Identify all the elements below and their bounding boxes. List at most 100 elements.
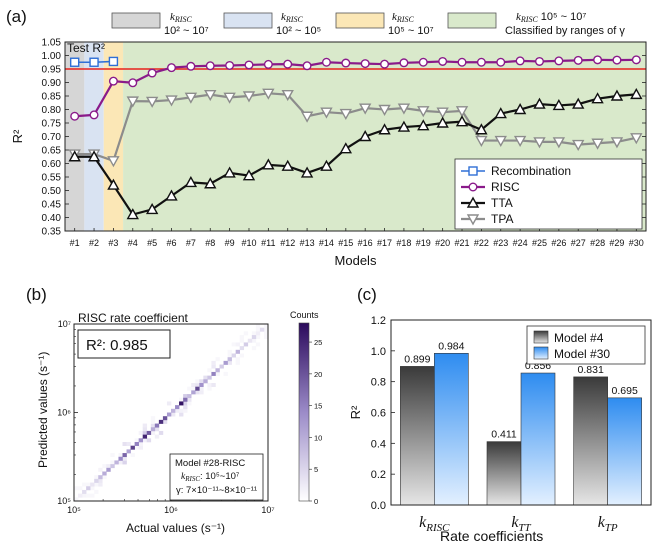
- point-tta: [417, 119, 430, 131]
- heatmap-cell: [187, 394, 192, 399]
- x-tick-label: #17: [377, 238, 392, 248]
- heatmap-cell: [118, 453, 123, 458]
- heatmap-cell: [227, 357, 232, 362]
- heatmap-cell: [203, 375, 208, 380]
- category-subscript: TT: [518, 522, 531, 534]
- x-tick-label: #1: [70, 238, 80, 248]
- point-risc: [360, 59, 370, 69]
- point-tpa: [397, 103, 411, 115]
- y-tick-label: 0.80: [42, 105, 62, 116]
- point-tpa: [572, 139, 585, 152]
- point-tta: [300, 166, 314, 178]
- point-tta: [436, 116, 449, 128]
- point-tta: [204, 177, 217, 189]
- x-tick-label: #6: [167, 238, 177, 248]
- point-risc: [496, 57, 506, 67]
- x-tick-label: #5: [147, 238, 157, 248]
- y-tick-label: 0.70: [42, 132, 62, 143]
- point-tpa: [107, 156, 120, 168]
- heatmap-cell: [86, 493, 91, 498]
- point-tpa: [494, 135, 507, 147]
- heatmap-cell: [138, 438, 144, 443]
- point-risc: [108, 76, 118, 86]
- y-tick-label: 1.05: [42, 38, 62, 49]
- point-risc: [457, 57, 467, 67]
- x-tick-label: #16: [358, 238, 373, 248]
- inset-label: Test R²: [67, 41, 105, 55]
- heatmap-cell: [138, 430, 144, 435]
- heatmap-cell: [187, 401, 192, 406]
- heatmap-cell: [199, 390, 204, 395]
- series-legend-marker: [468, 166, 478, 176]
- point-tpa: [184, 92, 198, 104]
- x-tick-label: #22: [474, 238, 489, 248]
- heatmap-cell: [183, 405, 188, 410]
- heatmap-cell: [142, 423, 148, 428]
- point-risc: [534, 56, 544, 66]
- x-tick-label: #12: [280, 238, 295, 248]
- legend-gray-range: 10² ~ 10⁷: [164, 25, 209, 37]
- heatmap-cell: [98, 475, 103, 480]
- heatmap-cell: [74, 497, 79, 502]
- y-tick-label: 1.00: [42, 51, 62, 62]
- legend-blue-sym: kRISC: [281, 11, 303, 24]
- colorbar-tick-label: 15: [314, 402, 322, 411]
- heatmap-cell: [247, 338, 253, 343]
- series-legend-marker: [468, 182, 478, 192]
- heatmap-cell: [183, 401, 188, 406]
- heatmap-cell: [207, 386, 212, 391]
- heatmap-cell: [94, 489, 99, 494]
- heatmap-cell: [199, 379, 204, 384]
- heatmap-cell: [199, 386, 204, 391]
- colorbar-tick-label: 25: [314, 338, 322, 347]
- x-tick-label: #23: [493, 238, 508, 248]
- heatmap-cell: [255, 327, 261, 332]
- series-legend-frame: [454, 158, 643, 230]
- bar-model-4: [400, 366, 435, 506]
- legend-green-note: Classified by ranges of γ: [505, 25, 625, 37]
- legend-yellow-sym: kRISC: [392, 11, 414, 24]
- heatmap-x-tick-label: 10⁷: [261, 505, 274, 515]
- legend-swatch-green: [447, 12, 497, 29]
- y-tick-label: 0.45: [42, 200, 62, 211]
- legend-swatch-blue: [223, 12, 273, 29]
- heatmap-cell: [195, 390, 200, 395]
- bar-y-tick-label: 1.2: [371, 315, 386, 327]
- heatmap-cell: [227, 353, 232, 358]
- heatmap-cell: [146, 438, 152, 443]
- bar-model-30: [520, 372, 556, 506]
- point-tta: [320, 159, 333, 171]
- heatmap-cell: [227, 349, 232, 354]
- point-risc: [418, 57, 428, 67]
- point-tpa: [126, 96, 139, 108]
- point-risc: [515, 56, 525, 66]
- heatmap-cell: [243, 342, 249, 347]
- point-tpa: [378, 104, 391, 116]
- x-tick-label: #29: [609, 238, 624, 248]
- heatmap-ylabel: Predicted values (s⁻¹): [36, 352, 50, 468]
- y-tick-label: 0.85: [42, 92, 62, 103]
- bar-y-tick-label: 0.0: [371, 500, 386, 512]
- point-tpa: [513, 135, 527, 147]
- x-tick-label: #28: [590, 238, 605, 248]
- heatmap-cell: [175, 405, 180, 410]
- heatmap-cell: [166, 401, 172, 406]
- heatmap-cell: [138, 442, 144, 446]
- heatmap-cell: [142, 430, 148, 435]
- heatmap-cell: [235, 342, 241, 347]
- point-tpa: [223, 92, 236, 104]
- colorbar-tick-label: 10: [314, 433, 322, 442]
- x-tick-label: #8: [205, 238, 215, 248]
- point-tpa: [204, 89, 217, 102]
- point-tta: [242, 169, 256, 181]
- x-tick-label: #13: [300, 238, 315, 248]
- heatmap-cell: [122, 460, 127, 465]
- category-symbol: k: [598, 514, 606, 531]
- series-legend-label: TPA: [491, 212, 513, 226]
- colorbar-tick-label: 20: [314, 370, 322, 379]
- heatmap-cell: [134, 445, 139, 450]
- y-tick-label: 0.35: [42, 227, 62, 238]
- heatmap-cell: [122, 456, 127, 461]
- heatmap-cell: [78, 493, 83, 498]
- heatmap-cell: [102, 475, 107, 480]
